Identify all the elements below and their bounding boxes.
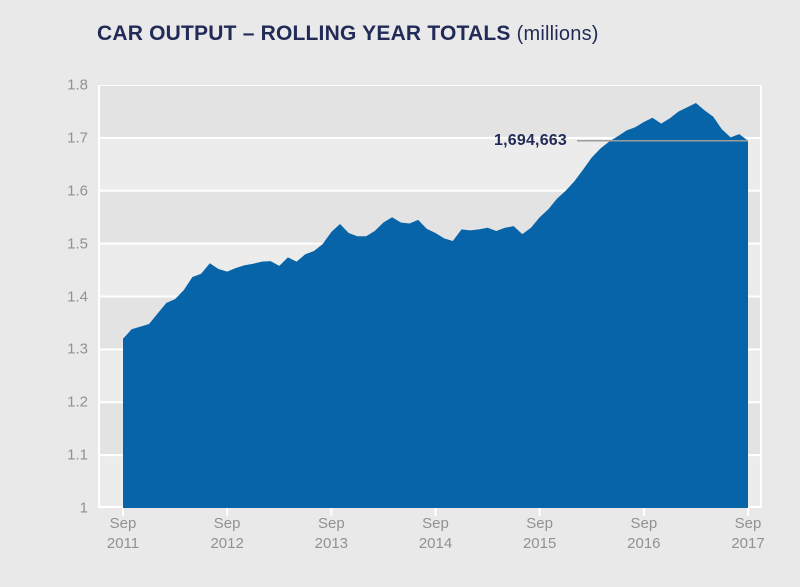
plot-area xyxy=(98,85,762,516)
x-axis-label-month: Sep xyxy=(109,515,137,532)
y-axis-label: 1.6 xyxy=(67,182,88,200)
x-axis-label-month: Sep xyxy=(630,515,658,532)
x-axis-label-year: 2017 xyxy=(731,535,765,552)
x-axis-label-year: 2016 xyxy=(627,535,661,552)
plot-left-edge xyxy=(98,85,100,508)
x-tick-mark xyxy=(330,508,333,516)
x-tick-mark xyxy=(122,508,124,516)
y-axis-label: 1.5 xyxy=(67,235,88,253)
x-axis-label-month: Sep xyxy=(422,515,449,532)
y-axis-label: 1 xyxy=(79,499,88,517)
chart-svg xyxy=(98,85,762,516)
x-axis-label-month: Sep xyxy=(734,515,762,532)
x-axis-label: Sep 2016 xyxy=(604,514,684,554)
x-tick-mark xyxy=(538,508,541,516)
x-axis-label: Sep 2012 xyxy=(187,514,267,554)
x-axis-label: Sep 2014 xyxy=(396,514,476,554)
x-axis-label-month: Sep xyxy=(213,515,241,532)
final-value-annotation: 1,694,663 xyxy=(494,132,567,149)
y-axis: 1.8 1.7 1.6 1.5 1.4 1.3 1.2 1.1 1 xyxy=(50,0,88,587)
x-tick-mark xyxy=(434,508,437,516)
x-axis-label-year: 2015 xyxy=(522,535,557,552)
y-axis-label: 1.1 xyxy=(67,446,88,464)
y-axis-label: 1.7 xyxy=(67,129,88,147)
x-axis-label: Sep 2011 xyxy=(83,514,163,554)
y-axis-label: 1.4 xyxy=(67,288,88,305)
x-axis-label: Sep 2017 xyxy=(708,514,788,554)
x-axis-label-year: 2013 xyxy=(314,535,349,552)
x-axis-label-year: 2011 xyxy=(106,535,140,552)
y-axis-label: 1.3 xyxy=(67,340,88,358)
x-tick-mark xyxy=(747,508,749,516)
plot-right-edge xyxy=(760,85,762,508)
car-output-area-series xyxy=(123,102,748,509)
chart-title: CAR OUTPUT – ROLLING YEAR TOTALS (millio… xyxy=(97,22,599,46)
chart-title-units: (millions) xyxy=(516,23,599,45)
x-tick-mark xyxy=(642,508,645,516)
x-axis-label-month: Sep xyxy=(526,515,553,532)
y-axis-label: 1.8 xyxy=(67,76,88,94)
x-axis-label-year: 2012 xyxy=(210,535,244,552)
x-axis-label: Sep 2013 xyxy=(291,514,371,554)
gridline xyxy=(98,136,762,139)
y-axis-label: 1.2 xyxy=(67,393,88,411)
x-tick-mark xyxy=(226,508,229,516)
x-axis-label-year: 2014 xyxy=(418,535,453,552)
x-axis-label-month: Sep xyxy=(317,515,345,532)
gridline xyxy=(98,189,762,192)
x-axis-label: Sep 2015 xyxy=(500,514,580,554)
gridline xyxy=(98,85,762,86)
chart-title-main: CAR OUTPUT – ROLLING YEAR TOTALS xyxy=(97,22,511,45)
